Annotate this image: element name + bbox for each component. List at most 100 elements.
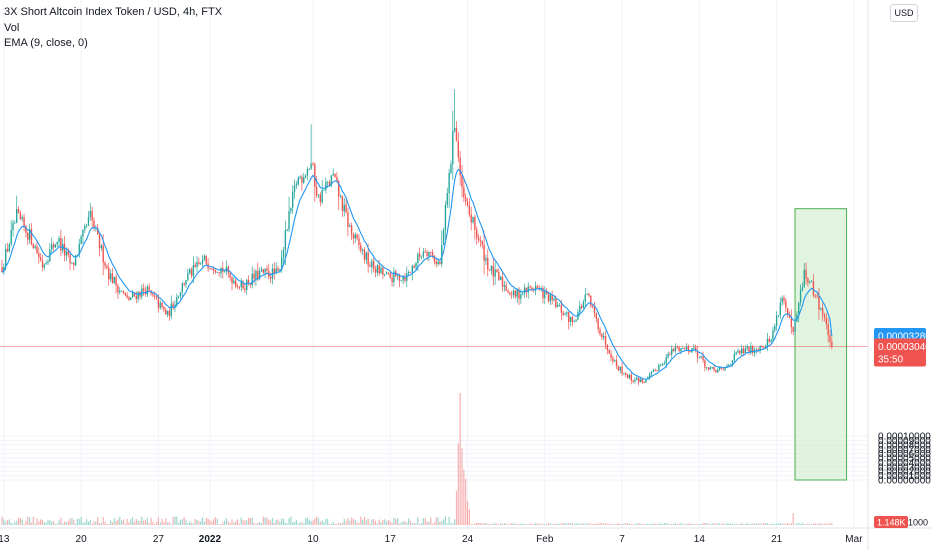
- volume-bar: [369, 523, 371, 525]
- last-price-tag: [874, 338, 926, 367]
- candle-body: [814, 295, 816, 297]
- candle-body: [255, 270, 257, 279]
- volume-bar: [437, 517, 439, 525]
- volume-bar: [133, 521, 136, 525]
- candle-body: [91, 210, 93, 221]
- volume-bar: [553, 524, 555, 525]
- candle-body: [582, 301, 585, 308]
- volume-bar: [376, 523, 378, 525]
- volume-bar: [135, 519, 137, 525]
- y-tick-label: 0.00010000: [878, 432, 931, 443]
- candle-body: [788, 314, 791, 318]
- candle-body: [555, 298, 557, 308]
- volume-bar: [465, 478, 467, 525]
- ema-indicator-label[interactable]: EMA (9, close, 0): [4, 37, 88, 49]
- candle-body: [790, 317, 793, 328]
- candle-body: [317, 194, 320, 196]
- volume-bar: [606, 524, 608, 525]
- candle-body: [303, 177, 305, 183]
- volume-bar: [10, 522, 12, 525]
- volume-bar: [56, 523, 58, 525]
- candle-body: [448, 172, 450, 194]
- candle-body: [779, 302, 782, 316]
- candle-body: [560, 304, 563, 313]
- candle-body: [159, 302, 161, 308]
- volume-bar: [759, 523, 761, 525]
- volume-bar: [260, 523, 263, 525]
- candle-body: [277, 268, 279, 271]
- volume-bar: [628, 523, 631, 525]
- candle-body: [60, 238, 62, 251]
- volume-bar: [696, 524, 699, 525]
- volume-bar: [104, 521, 106, 525]
- candle-body: [198, 262, 200, 264]
- candle-body: [84, 226, 86, 230]
- ema-layer: [1, 168, 833, 380]
- volume-bar: [128, 522, 130, 525]
- volume-bar: [126, 518, 128, 525]
- volume-bar: [619, 524, 621, 525]
- currency-button[interactable]: USD: [890, 4, 918, 22]
- volume-bar: [273, 522, 275, 525]
- volume-bar: [419, 523, 421, 525]
- volume-bar: [741, 522, 743, 525]
- vol-indicator-label[interactable]: Vol: [4, 22, 20, 34]
- volume-bar: [498, 524, 500, 525]
- volume-bar: [62, 523, 64, 525]
- volume-bar: [51, 521, 53, 525]
- candle-body: [39, 257, 42, 261]
- volume-bar: [790, 523, 792, 525]
- volume-bar: [807, 523, 809, 525]
- candle-body: [775, 315, 778, 326]
- volume-bar: [533, 524, 535, 525]
- volume-bar: [360, 516, 362, 525]
- volume-bar: [181, 519, 183, 525]
- candle-body: [494, 269, 496, 277]
- volume-bar: [803, 524, 805, 525]
- candle-body: [809, 281, 811, 283]
- volume-bar: [144, 520, 147, 525]
- candle-body: [586, 293, 588, 295]
- volume-bar: [306, 517, 309, 525]
- volume-bar: [604, 523, 607, 525]
- volume-bar: [612, 524, 614, 525]
- candle-body: [483, 244, 485, 261]
- volume-bar: [98, 522, 101, 525]
- volume-bar: [551, 524, 553, 525]
- candle-body: [803, 269, 805, 288]
- volume-bar: [492, 523, 494, 525]
- volume-bar: [623, 523, 625, 525]
- candle-body: [326, 182, 329, 183]
- candle-body: [196, 262, 198, 267]
- candle-body: [223, 271, 226, 273]
- volume-bar: [581, 524, 583, 525]
- candle-body: [742, 348, 745, 354]
- volume-bar: [211, 521, 213, 525]
- volume-bar: [652, 524, 654, 525]
- volume-bar: [667, 523, 669, 525]
- candle-body: [418, 253, 421, 257]
- volume-bar: [1, 516, 3, 525]
- candle-body: [176, 296, 178, 305]
- candle-body: [361, 249, 364, 251]
- volume-bar: [408, 518, 410, 525]
- volume-bar: [281, 518, 283, 525]
- volume-bar: [310, 521, 312, 525]
- candle-body: [108, 267, 110, 280]
- candle-body: [531, 287, 533, 290]
- volume-bar: [89, 519, 91, 525]
- candle-body: [3, 267, 5, 273]
- volume-bar: [477, 522, 480, 525]
- volume-bar: [52, 521, 55, 525]
- candle-body: [137, 292, 139, 300]
- candle-body: [330, 175, 333, 186]
- candle-body: [439, 261, 441, 265]
- volume-bar: [632, 524, 634, 525]
- candle-body: [183, 283, 185, 285]
- volume-bar: [314, 518, 316, 525]
- candle-body: [658, 365, 660, 371]
- candle-body: [21, 217, 23, 220]
